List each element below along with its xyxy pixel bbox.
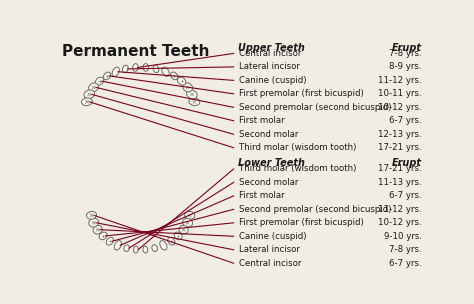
Text: Canine (cuspid): Canine (cuspid): [239, 232, 307, 241]
Text: 10-12 yrs.: 10-12 yrs.: [378, 103, 422, 112]
Text: Lateral incisor: Lateral incisor: [239, 245, 300, 254]
Text: 17-21 yrs.: 17-21 yrs.: [378, 164, 422, 173]
Text: Erupt: Erupt: [392, 43, 422, 53]
Text: 6-7 yrs.: 6-7 yrs.: [389, 192, 422, 200]
Text: 9-10 yrs.: 9-10 yrs.: [384, 232, 422, 241]
Text: 11-12 yrs.: 11-12 yrs.: [378, 76, 422, 85]
Ellipse shape: [189, 98, 200, 105]
Text: 12-13 yrs.: 12-13 yrs.: [378, 130, 422, 139]
Text: Erupt: Erupt: [392, 158, 422, 168]
Text: Lower Teeth: Lower Teeth: [237, 158, 304, 168]
Ellipse shape: [106, 237, 113, 245]
Text: First molar: First molar: [239, 116, 285, 125]
Ellipse shape: [171, 72, 178, 80]
Ellipse shape: [86, 211, 97, 219]
Text: Third molar (wisdom tooth): Third molar (wisdom tooth): [239, 164, 356, 173]
Ellipse shape: [143, 246, 148, 253]
Text: First premolar (first bicuspid): First premolar (first bicuspid): [239, 218, 364, 227]
Ellipse shape: [124, 245, 129, 251]
Text: Second molar: Second molar: [239, 178, 299, 187]
Text: Second premolar (second bicuspid): Second premolar (second bicuspid): [239, 103, 392, 112]
Ellipse shape: [89, 83, 99, 92]
Text: 6-7 yrs.: 6-7 yrs.: [389, 116, 422, 125]
Text: Central incisor: Central incisor: [239, 49, 301, 58]
Text: 11-12 yrs.: 11-12 yrs.: [378, 205, 422, 214]
Ellipse shape: [168, 237, 175, 245]
Ellipse shape: [174, 232, 182, 240]
Ellipse shape: [114, 241, 121, 250]
Text: Upper Teeth: Upper Teeth: [237, 43, 304, 53]
Text: Second molar: Second molar: [239, 130, 299, 139]
Text: 11-13 yrs.: 11-13 yrs.: [378, 178, 422, 187]
Ellipse shape: [162, 67, 169, 76]
Ellipse shape: [99, 232, 107, 240]
Ellipse shape: [153, 65, 159, 73]
Ellipse shape: [160, 241, 167, 250]
Ellipse shape: [177, 77, 186, 85]
Text: First molar: First molar: [239, 192, 285, 200]
Text: 7-8 yrs.: 7-8 yrs.: [389, 49, 422, 58]
Text: Permanent Teeth: Permanent Teeth: [63, 44, 210, 59]
Ellipse shape: [122, 65, 128, 73]
Ellipse shape: [84, 90, 95, 99]
Ellipse shape: [103, 72, 110, 80]
Text: 8-9 yrs.: 8-9 yrs.: [390, 62, 422, 71]
Text: First premolar (first bicuspid): First premolar (first bicuspid): [239, 89, 364, 98]
Ellipse shape: [182, 218, 192, 227]
Ellipse shape: [134, 246, 138, 253]
Ellipse shape: [143, 64, 148, 71]
Ellipse shape: [179, 225, 188, 234]
Ellipse shape: [89, 218, 99, 227]
Ellipse shape: [152, 245, 157, 251]
Text: 7-8 yrs.: 7-8 yrs.: [389, 245, 422, 254]
Text: 10-11 yrs.: 10-11 yrs.: [378, 89, 422, 98]
Ellipse shape: [93, 225, 102, 234]
Ellipse shape: [95, 77, 104, 85]
Text: 10-12 yrs.: 10-12 yrs.: [378, 218, 422, 227]
Text: Lateral incisor: Lateral incisor: [239, 62, 300, 71]
Ellipse shape: [185, 211, 195, 219]
Ellipse shape: [112, 67, 119, 76]
Text: Third molar (wisdom tooth): Third molar (wisdom tooth): [239, 143, 356, 152]
Ellipse shape: [133, 64, 138, 71]
Ellipse shape: [82, 98, 92, 105]
Text: Central incisor: Central incisor: [239, 259, 301, 268]
Text: Second premolar (second bicuspid): Second premolar (second bicuspid): [239, 205, 392, 214]
Ellipse shape: [183, 83, 192, 92]
Ellipse shape: [187, 90, 197, 99]
Text: Canine (cuspid): Canine (cuspid): [239, 76, 307, 85]
Text: 6-7 yrs.: 6-7 yrs.: [389, 259, 422, 268]
Text: 17-21 yrs.: 17-21 yrs.: [378, 143, 422, 152]
